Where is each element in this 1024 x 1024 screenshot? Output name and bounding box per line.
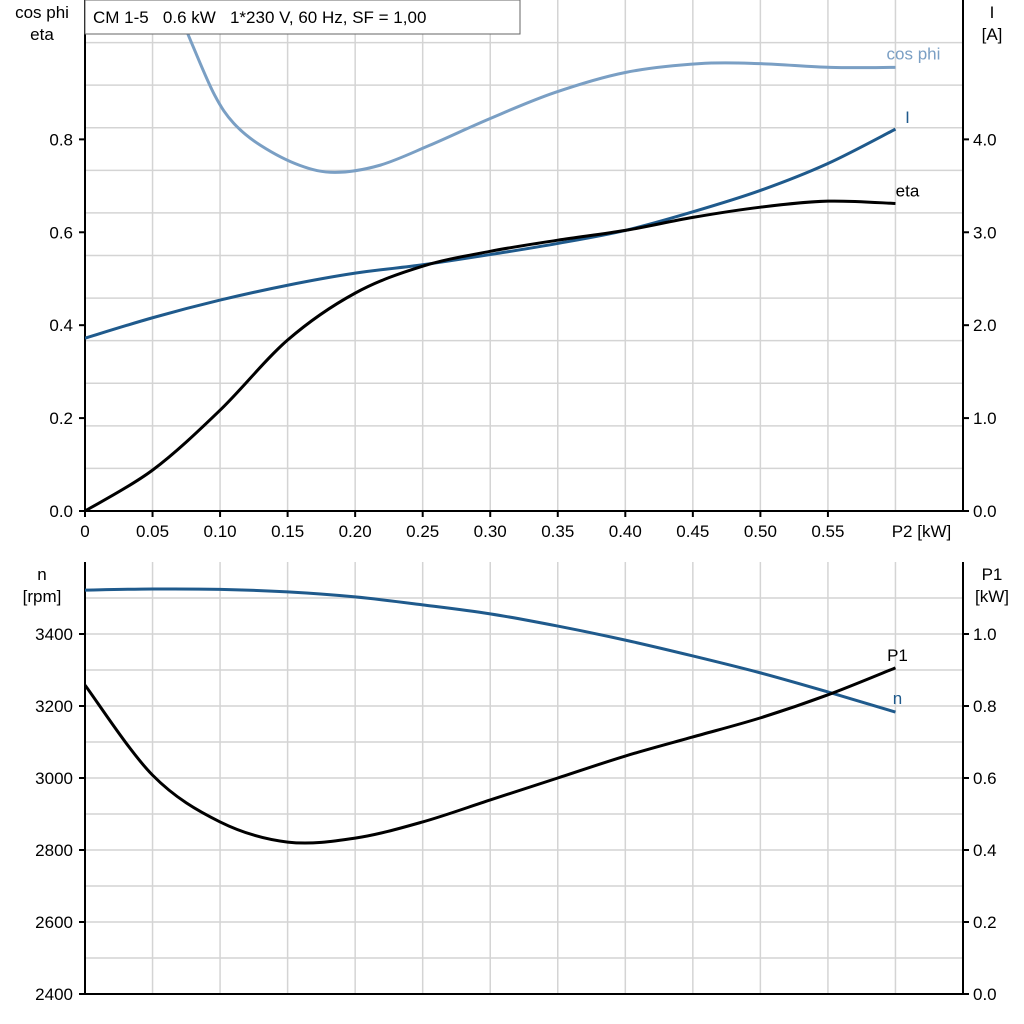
top-chart: 0.0 0.2 0.4 0.6 0.8 0.0 1.0 2.0 3.0 4.0 0 0.05 0.10 0… — [15, 0, 1002, 541]
right-tick-label: 2.0 — [973, 316, 997, 335]
left-tick-label: 3000 — [35, 769, 73, 788]
right-tick-label: 0.4 — [973, 841, 997, 860]
right-tick-label: 3.0 — [973, 223, 997, 242]
left-axis-label: eta — [30, 25, 54, 44]
left-tick-label: 2400 — [35, 985, 73, 1004]
left-tick-label: 0.0 — [49, 502, 73, 521]
x-tick-label: 0.35 — [541, 522, 574, 541]
x-axis-label: P2 [kW] — [892, 522, 952, 541]
x-tick-label: 0.45 — [676, 522, 709, 541]
right-tick-label: 0.8 — [973, 697, 997, 716]
right-axis-label: [kW] — [975, 587, 1009, 606]
x-tick-label: 0.15 — [271, 522, 304, 541]
left-tick-label: 0.6 — [49, 223, 73, 242]
left-tick-label: 0.2 — [49, 409, 73, 428]
x-tick-label: 0 — [80, 522, 89, 541]
right-axis-label: P1 — [982, 565, 1003, 584]
left-axis-label: cos phi — [15, 3, 69, 22]
left-tick-label: 2800 — [35, 841, 73, 860]
right-tick-label: 0.0 — [973, 502, 997, 521]
left-axis-label: n — [37, 565, 46, 584]
series-line-p1 — [85, 666, 897, 845]
right-axis-label: [A] — [982, 25, 1003, 44]
right-tick-label: 1.0 — [973, 625, 997, 644]
series-line-eta — [85, 199, 896, 511]
series-label: I — [905, 108, 910, 127]
series-line-cos-phi — [172, 0, 896, 174]
title-box — [84, 0, 521, 35]
series-label: cos phi — [887, 44, 941, 63]
left-tick-label: 0.4 — [49, 316, 73, 335]
x-tick-label: 0.55 — [811, 522, 844, 541]
left-tick-label: 3400 — [35, 625, 73, 644]
x-tick-label: 0.25 — [406, 522, 439, 541]
right-tick-label: 0.0 — [973, 985, 997, 1004]
right-tick-label: 0.2 — [973, 913, 997, 932]
x-tick-label: 0.10 — [204, 522, 237, 541]
right-tick-label: 0.6 — [973, 769, 997, 788]
x-tick-label: 0.30 — [474, 522, 507, 541]
x-tick-label: 0.20 — [339, 522, 372, 541]
chart-title: CM 1-5 0.6 kW 1*230 V, 60 Hz, SF = 1,00 — [93, 8, 426, 27]
series-label: n — [893, 689, 902, 708]
x-tick-label: 0.40 — [609, 522, 642, 541]
left-tick-label: 3200 — [35, 697, 73, 716]
series-line-n — [85, 587, 896, 714]
series-label: P1 — [887, 646, 908, 665]
left-tick-label: 0.8 — [49, 130, 73, 149]
left-axis-label: [rpm] — [23, 587, 62, 606]
bottom-chart: 2400 2600 2800 3000 3200 3400 0.0 0.2 0.4 0.6 0.8 1… — [23, 562, 1009, 1004]
right-tick-label: 4.0 — [973, 130, 997, 149]
series-line-i — [85, 127, 897, 340]
right-tick-label: 1.0 — [973, 409, 997, 428]
x-tick-label: 0.50 — [744, 522, 777, 541]
left-tick-label: 2600 — [35, 913, 73, 932]
series-label: eta — [896, 181, 920, 200]
x-tick-label: 0.05 — [136, 522, 169, 541]
right-axis-label: I — [990, 3, 995, 22]
